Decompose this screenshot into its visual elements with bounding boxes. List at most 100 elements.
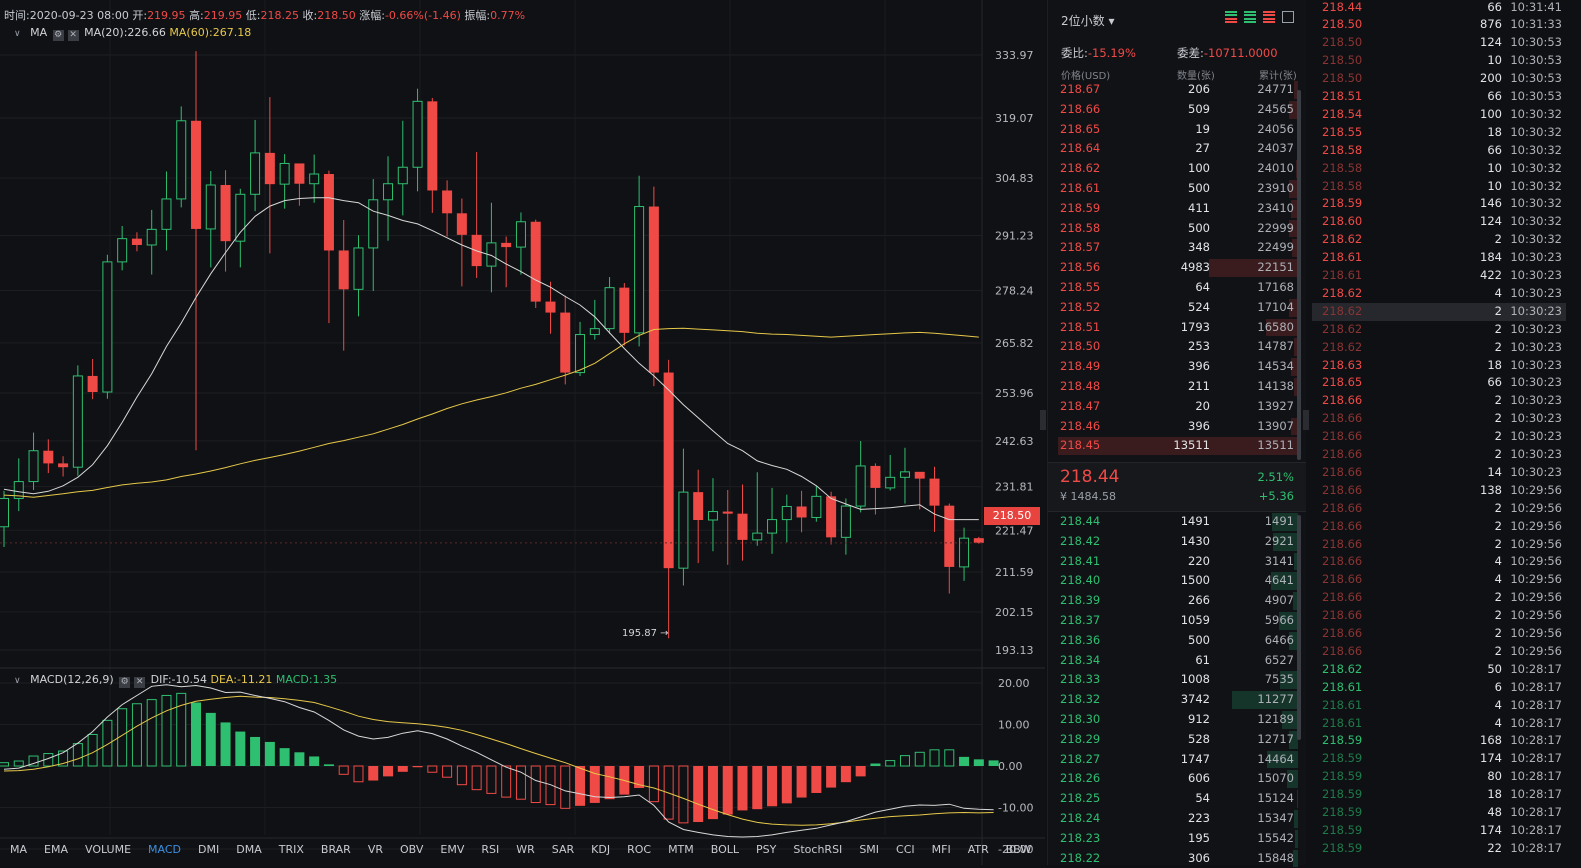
ask-row[interactable]: 218.58 500 22999 [1048, 219, 1298, 239]
indicator-tab-macd[interactable]: MACD [148, 843, 182, 856]
indicator-tab-sar[interactable]: SAR [551, 843, 575, 856]
cumulative: 6466 [1264, 632, 1294, 647]
ask-row[interactable]: 218.48 211 14138 [1048, 377, 1298, 397]
close-icon[interactable]: ✕ [67, 30, 79, 41]
kline-chart-svg[interactable]: 333.97 319.07 304.83 291.23 278.24 265.82 253.… [0, 0, 1045, 865]
collapse-chevron-icon[interactable]: ∨ [14, 676, 21, 686]
bid-row[interactable]: 218.22 306 15848 [1048, 849, 1298, 868]
indicator-tab-rsi[interactable]: RSI [481, 843, 500, 856]
ohlc-info-line: 时间:2020-09-23 08:00 开:219.95 高:219.95 低:… [4, 9, 526, 22]
panel-resize-handle[interactable] [1303, 410, 1309, 430]
indicator-tab-emv[interactable]: EMV [440, 843, 465, 856]
bids-scrollbar[interactable] [1297, 515, 1301, 740]
ask-row[interactable]: 218.65 19 24056 [1048, 120, 1298, 140]
trade-time: 10:30:23 [1510, 321, 1562, 336]
bid-row[interactable]: 218.27 1747 14464 [1048, 750, 1298, 770]
ask-row[interactable]: 218.51 1793 16580 [1048, 318, 1298, 338]
bid-row[interactable]: 218.41 220 3141 [1048, 552, 1298, 572]
trade-price: 218.66 [1322, 608, 1363, 623]
price: 218.55 [1060, 280, 1101, 294]
book-both-icon[interactable] [1225, 11, 1237, 23]
bid-row[interactable]: 218.24 223 15347 [1048, 809, 1298, 829]
candle-body [176, 120, 187, 200]
ask-row[interactable]: 218.46 396 13907 [1048, 417, 1298, 437]
indicator-tab-trix[interactable]: TRIX [278, 843, 304, 856]
indicator-tab-ema[interactable]: EMA [44, 843, 68, 856]
indicator-tab-bbw[interactable]: BBW [1005, 843, 1032, 856]
bid-row[interactable]: 218.29 528 12717 [1048, 730, 1298, 750]
ask-row[interactable]: 218.52 524 17104 [1048, 298, 1298, 318]
indicator-tab-mfi[interactable]: MFI [931, 843, 951, 856]
macd-histogram-bar [973, 759, 984, 766]
macd-histogram-bar [353, 765, 364, 783]
indicator-tab-ma[interactable]: MA [10, 843, 28, 856]
indicator-tab-vr[interactable]: VR [367, 843, 383, 856]
macd-histogram-bar [28, 755, 39, 767]
ask-row[interactable]: 218.47 20 13927 [1048, 397, 1298, 417]
indicator-tab-mtm[interactable]: MTM [668, 843, 694, 856]
cumulative: 17168 [1257, 280, 1294, 294]
ask-row[interactable]: 218.56 4983 22151 [1048, 258, 1298, 278]
bid-row[interactable]: 218.26 606 15070 [1048, 769, 1298, 789]
indicator-tab-kdj[interactable]: KDJ [591, 843, 611, 856]
ask-row[interactable]: 218.49 396 14534 [1048, 357, 1298, 377]
cumulative: 6527 [1264, 652, 1294, 667]
quantity: 195 [1188, 830, 1210, 845]
bid-row[interactable]: 218.40 1500 4641 [1048, 571, 1298, 591]
bid-row[interactable]: 218.34 61 6527 [1048, 651, 1298, 671]
indicator-tab-dma[interactable]: DMA [236, 843, 262, 856]
trade-quantity: 50 [1487, 661, 1502, 676]
indicator-tab-stochrsi[interactable]: StochRSI [793, 843, 843, 856]
bid-row[interactable]: 218.44 1491 1491 [1048, 512, 1298, 532]
ask-row[interactable]: 218.59 411 23410 [1048, 199, 1298, 219]
ask-row[interactable]: 218.62 100 24010 [1048, 159, 1298, 179]
bid-row[interactable]: 218.36 500 6466 [1048, 631, 1298, 651]
settings-gear-icon[interactable]: ⚙ [52, 30, 64, 41]
indicator-tab-roc[interactable]: ROC [627, 843, 652, 856]
indicator-tab-brar[interactable]: BRAR [320, 843, 351, 856]
ask-row[interactable]: 218.50 253 14787 [1048, 337, 1298, 357]
candle-body [575, 334, 586, 374]
close-icon[interactable]: ✕ [134, 677, 146, 688]
indicator-tab-boll[interactable]: BOLL [710, 843, 740, 856]
ask-row[interactable]: 218.57 348 22499 [1048, 238, 1298, 258]
bid-row[interactable]: 218.39 266 4907 [1048, 591, 1298, 611]
bid-row[interactable]: 218.25 54 15124 [1048, 789, 1298, 809]
ask-row[interactable]: 218.64 27 24037 [1048, 139, 1298, 159]
cumulative: 24010 [1257, 161, 1294, 176]
bid-row[interactable]: 218.42 1430 2921 [1048, 532, 1298, 552]
trade-time: 10:30:23 [1510, 250, 1562, 265]
ask-row[interactable]: 218.55 64 17168 [1048, 278, 1298, 298]
indicator-tab-obv[interactable]: OBV [400, 843, 424, 856]
candle-body [855, 465, 866, 507]
ask-row[interactable]: 218.67 206 24771 [1048, 80, 1298, 100]
popout-icon[interactable] [1282, 11, 1294, 23]
collapse-chevron-icon[interactable]: ∨ [14, 29, 21, 39]
bid-row[interactable]: 218.37 1059 5966 [1048, 611, 1298, 631]
indicator-tab-dmi[interactable]: DMI [198, 843, 220, 856]
ask-row[interactable]: 218.61 500 23910 [1048, 179, 1298, 199]
indicator-tab-wr[interactable]: WR [516, 843, 535, 856]
macd-histogram-bar [501, 765, 512, 798]
indicator-tab-cci[interactable]: CCI [896, 843, 915, 856]
indicator-tab-smi[interactable]: SMI [859, 843, 880, 856]
book-bids-icon[interactable] [1244, 11, 1256, 23]
bid-row[interactable]: 218.23 195 15542 [1048, 829, 1298, 849]
bid-row[interactable]: 218.30 912 12189 [1048, 710, 1298, 730]
indicator-tab-atr[interactable]: ATR [967, 843, 989, 856]
panel-resize-handle[interactable] [1040, 410, 1046, 430]
asks-scrollbar[interactable] [1297, 90, 1301, 460]
ask-row[interactable]: 218.66 509 24565 [1048, 100, 1298, 120]
book-asks-icon[interactable] [1263, 11, 1275, 23]
kline-chart-panel[interactable]: 333.97 319.07 304.83 291.23 278.24 265.82 253.… [0, 0, 1117, 865]
settings-gear-icon[interactable]: ⚙ [119, 677, 131, 688]
bid-row[interactable]: 218.32 3742 11277 [1048, 690, 1298, 710]
decimal-select[interactable]: 2位小数 ▾ [1061, 14, 1115, 28]
indicator-tab-psy[interactable]: PSY [756, 843, 777, 856]
indicator-tab-volume[interactable]: VOLUME [84, 843, 132, 856]
bid-depth-bar [1293, 592, 1298, 610]
macd-histogram-bar [397, 766, 408, 772]
price-axis-label: 202.15 [995, 606, 1034, 619]
ask-row[interactable]: 218.45 13511 13511 [1048, 436, 1298, 456]
bid-row[interactable]: 218.33 1008 7535 [1048, 670, 1298, 690]
